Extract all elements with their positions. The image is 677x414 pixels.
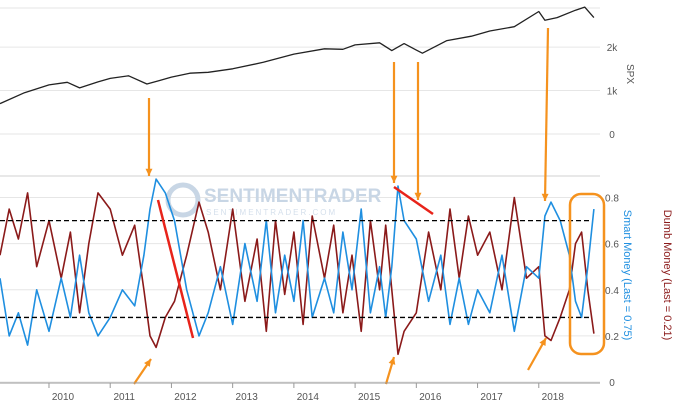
x-tick-label: 2016 [419,392,442,403]
spx-tick-label: 2k [607,43,619,54]
latest-reading-highlight [568,192,606,356]
sentiment-tick-label: 0.6 [605,240,619,251]
arrow-down-2018-shaft [543,27,550,202]
watermark-subtitle: SENTIMENTRADER.COM [206,208,337,217]
arrow-up-2015-head [388,357,396,365]
smart-money-axis-title: Smart Money (Last = 0.75) [621,210,633,341]
arrow-down-2016-head [414,192,422,200]
arrow-down-2011-head [145,168,153,176]
spx-tick-label: 1k [607,87,619,98]
watermark-logo-icon [165,182,201,218]
sentiment-panel [0,178,595,356]
sentiment-tick-label: 0 [609,378,615,389]
watermark-title: SENTIMENTRADER [204,186,382,207]
watermark: SENTIMENTRADER SENTIMENTRADER.COM [165,182,382,218]
arrow-up-2018-head [539,338,546,346]
trend-line-2015 [393,185,434,216]
trend-line-2011 [156,199,195,339]
axes: 0 1k 2k 0 0.2 0.4 0.6 0.8 2010 2011 2012 2013 2014 20… [0,43,619,403]
dumb-money-axis-title: Dumb Money (Last = 0.21) [661,210,673,341]
annotations [133,27,606,385]
spx-panel [0,6,595,105]
x-tick-label: 2015 [358,392,381,403]
dumb-money-series-line [0,192,595,356]
arrow-up-2011-head [144,359,151,367]
sentiment-tick-label: 0.2 [605,332,619,343]
x-tick-label: 2018 [542,392,565,403]
arrow-down-2015-head [390,175,398,183]
x-tick-label: 2010 [52,392,75,403]
spx-axis-title: SPX [624,64,635,84]
arrow-down-2018-head [541,193,549,201]
sentiment-tick-label: 0.4 [605,286,619,297]
x-tick-label: 2014 [297,392,320,403]
x-tick-label: 2013 [236,392,259,403]
spx-tick-label: 0 [609,130,615,141]
grid-layer [0,7,600,383]
x-tick-label: 2011 [113,392,135,403]
x-tick-label: 2017 [480,392,503,403]
sentiment-tick-label: 0.8 [605,194,619,205]
x-tick-label: 2012 [174,392,197,403]
spx-series-line [0,6,595,105]
